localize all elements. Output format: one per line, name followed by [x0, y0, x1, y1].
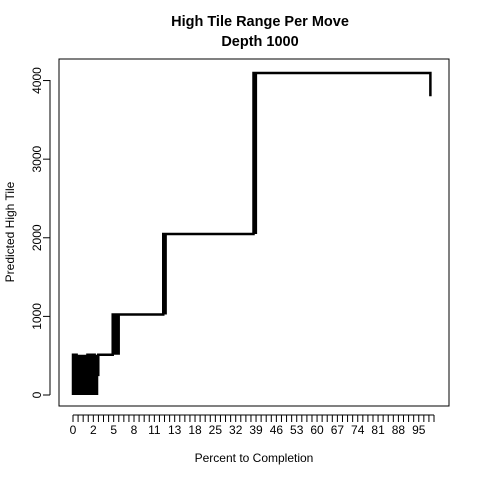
- x-tick-label: 11: [148, 423, 161, 437]
- range-band: [253, 73, 258, 234]
- x-axis-label: Percent to Completion: [195, 451, 314, 465]
- y-axis-ticks: 0 1000 2000 3000 4000: [30, 67, 50, 398]
- x-tick-label: 46: [270, 423, 284, 437]
- chart-subtitle: Depth 1000: [221, 34, 298, 50]
- y-tick-label: 1000: [30, 303, 44, 330]
- range-band: [163, 234, 167, 315]
- x-axis-ticks: 0 2 5 8 11 13 18 25 32 39 46 53 60 67 74 81 88 95: [70, 415, 435, 437]
- x-tick-label: 88: [392, 423, 406, 437]
- x-tick-label: 0: [70, 423, 77, 437]
- x-tick-label: 81: [371, 423, 385, 437]
- x-tick-label: 18: [188, 423, 202, 437]
- x-tick-label: 5: [110, 423, 117, 437]
- x-tick-label: 25: [209, 423, 223, 437]
- plot-frame: [58, 58, 450, 407]
- series-line: [71, 71, 432, 395]
- x-tick-label: 32: [229, 423, 243, 437]
- x-tick-label: 39: [249, 423, 263, 437]
- x-tick-label: 60: [310, 423, 324, 437]
- range-band: [112, 314, 120, 355]
- series-lines: [71, 71, 432, 395]
- y-axis-label: Predicted High Tile: [3, 181, 17, 282]
- x-tick-label: 74: [351, 423, 365, 437]
- x-tick-label: 13: [168, 423, 182, 437]
- y-tick-label: 2000: [30, 224, 44, 251]
- x-tick-label: 95: [412, 423, 426, 437]
- y-tick-label: 0: [30, 391, 44, 398]
- chart-title: High Tile Range Per Move: [171, 14, 349, 30]
- x-tick-label: 8: [131, 423, 138, 437]
- y-tick-label: 3000: [30, 145, 44, 172]
- x-tick-label: 53: [290, 423, 304, 437]
- y-tick-label: 4000: [30, 67, 44, 94]
- x-tick-label: 67: [331, 423, 345, 437]
- x-tick-label: 2: [90, 423, 97, 437]
